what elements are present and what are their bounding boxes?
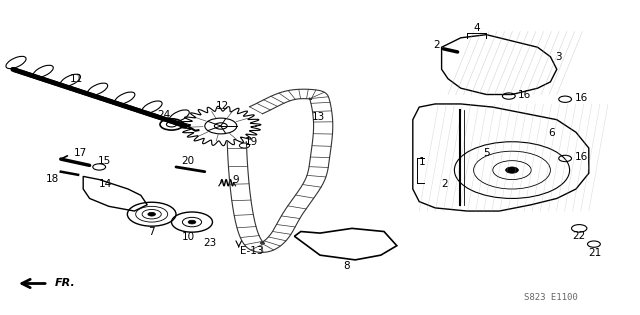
Text: 1: 1 [419,157,426,167]
Text: 16: 16 [518,89,531,100]
Text: 5: 5 [483,148,490,158]
Text: 20: 20 [181,156,194,166]
Text: E-13: E-13 [240,246,263,256]
Text: 4: 4 [474,23,480,33]
Text: FR.: FR. [54,278,75,289]
Text: 7: 7 [148,227,155,238]
Circle shape [148,212,156,216]
Text: 14: 14 [99,179,112,189]
Text: 16: 16 [575,152,588,162]
Text: 13: 13 [312,112,325,122]
Text: 15: 15 [98,156,111,166]
Text: 16: 16 [575,93,588,103]
Text: 2: 2 [442,179,448,189]
Text: 24: 24 [157,110,170,120]
Text: 18: 18 [46,174,59,184]
Text: 8: 8 [344,261,350,271]
Text: 3: 3 [556,52,562,62]
Text: 19: 19 [245,137,258,147]
Text: 2: 2 [433,40,440,50]
Text: 6: 6 [548,128,555,138]
Text: 12: 12 [216,101,229,111]
Circle shape [188,220,196,224]
Text: 11: 11 [70,74,83,84]
Text: S823 E1100: S823 E1100 [524,293,577,302]
Text: 21: 21 [589,248,602,258]
Text: 22: 22 [573,231,586,241]
Text: 17: 17 [74,148,86,158]
Circle shape [506,167,518,173]
Text: 9: 9 [232,175,239,185]
Circle shape [214,123,227,129]
Text: 23: 23 [204,238,216,248]
Text: 10: 10 [182,232,195,242]
